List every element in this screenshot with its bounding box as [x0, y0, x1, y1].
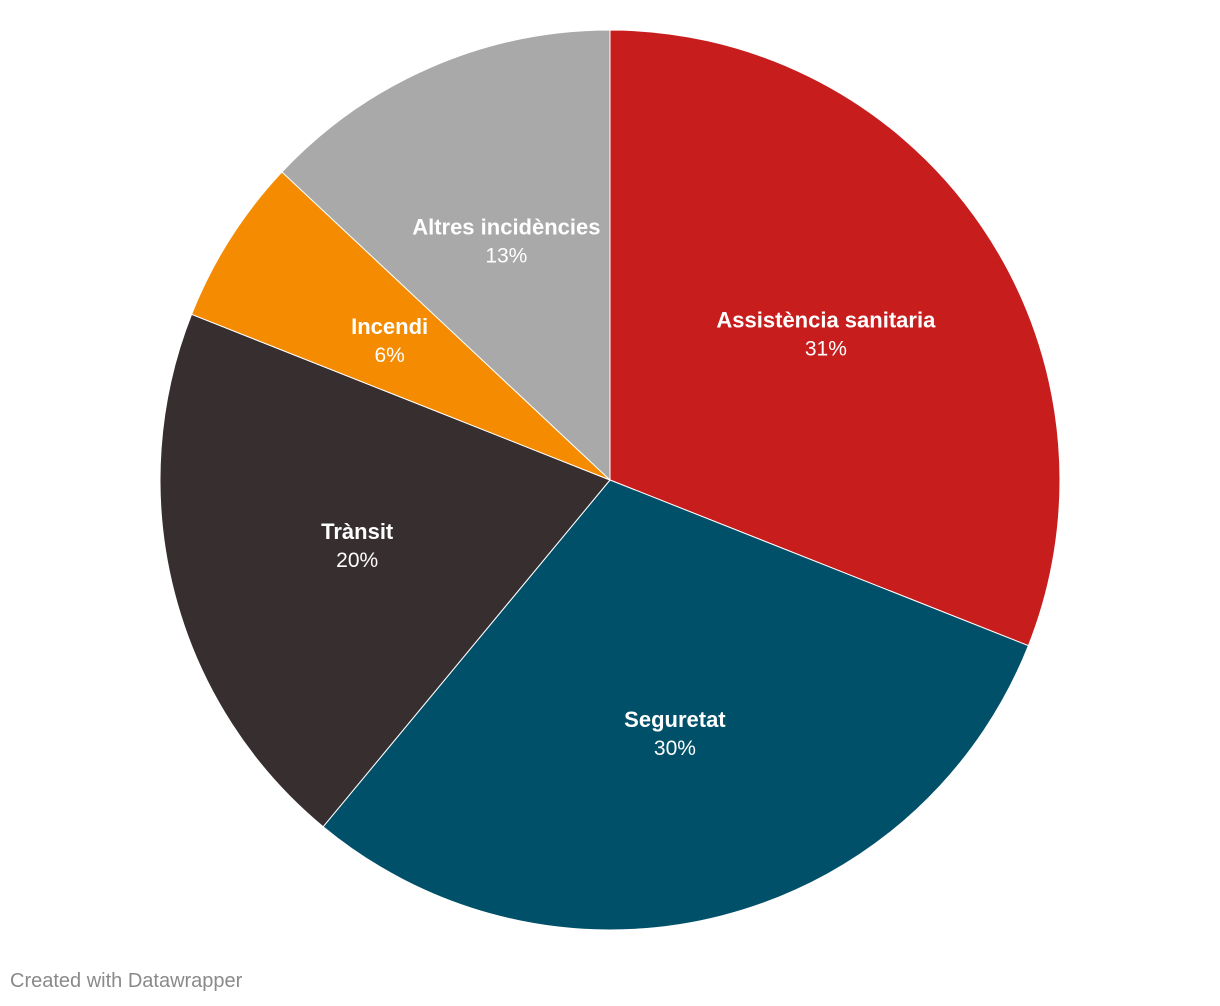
slice-label-incendi: Incendi	[351, 314, 428, 339]
slice-value-transit: 20%	[336, 549, 378, 572]
pie-slice-altres-incidencies	[281, 29, 611, 482]
credit-text: Created with Datawrapper	[10, 970, 243, 992]
pie-slice-assistencia-sanitaria	[609, 29, 1061, 647]
slice-label-transit: Trànsit	[321, 519, 394, 544]
pie-slices	[159, 29, 1061, 931]
pie-chart: Assistència sanitaria 31% Seguretat 30% Tràn…	[159, 29, 1061, 931]
pie-slice-seguretat	[322, 479, 1030, 931]
slice-value-incendi: 6%	[374, 344, 404, 367]
pie-labels: Assistència sanitaria 31% Seguretat 30% Tràn…	[321, 214, 936, 759]
slice-label-assistencia-sanitaria: Assistència sanitaria	[716, 307, 936, 332]
slice-label-seguretat: Seguretat	[624, 707, 726, 732]
pie-slice-transit	[159, 313, 611, 828]
slice-value-altres-incidencies: 13%	[485, 244, 527, 267]
slice-value-seguretat: 30%	[654, 737, 696, 760]
slice-label-altres-incidencies: Altres incidències	[412, 214, 600, 239]
pie-slice-incendi	[190, 171, 611, 481]
slice-value-assistencia-sanitaria: 31%	[805, 337, 847, 360]
